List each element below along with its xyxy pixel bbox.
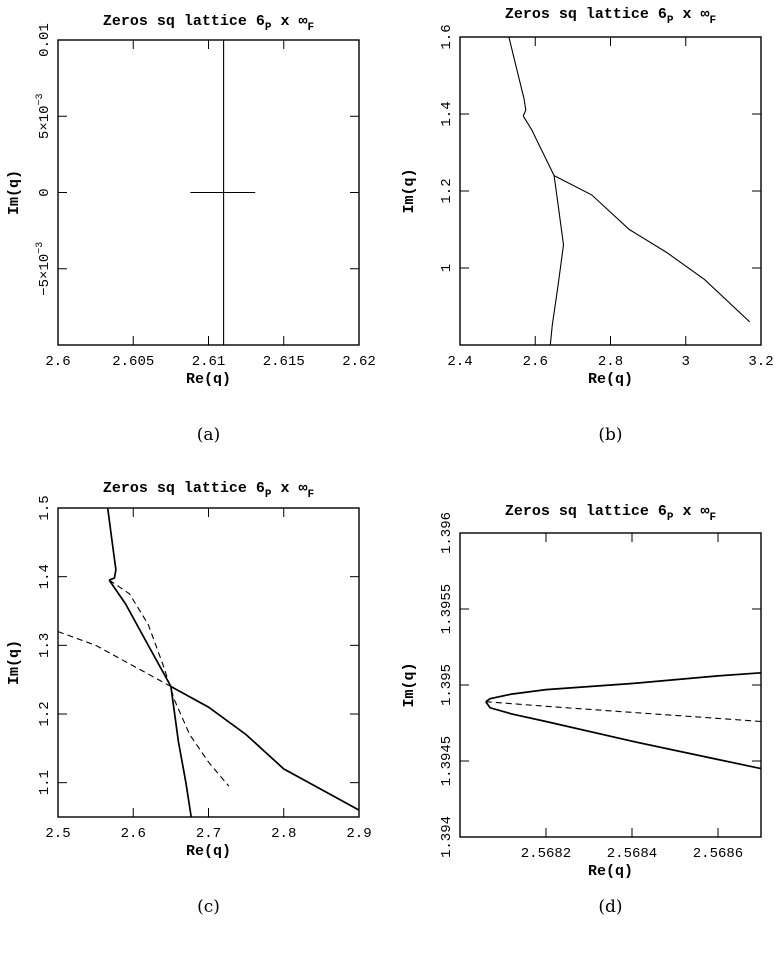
panel-d: Zeros sq lattice 6P x ∞F 2.5682 2.5684 2.56… (401, 503, 762, 917)
series-group (485, 671, 761, 770)
panel-caption: (c) (197, 897, 220, 917)
x-tick-label: 2.9 (346, 826, 371, 842)
panel-title: Zeros sq lattice 6P x ∞F (505, 6, 716, 27)
y-tick-label: 1.3 (37, 633, 53, 658)
x-axis-label: Re(q) (588, 371, 633, 388)
x-tick-label: 2.6 (45, 354, 70, 370)
x-tick-label: 3.2 (748, 354, 773, 370)
panel-caption: (a) (197, 425, 220, 445)
y-axis-label: Im(q) (401, 168, 418, 213)
zero-curve-solid (106, 508, 117, 581)
zero-curve-solid (549, 175, 565, 345)
y-tick-label: 1.394 (439, 816, 455, 858)
x-tick-label: 2.62 (342, 354, 376, 370)
y-axis-label: Im(q) (6, 170, 23, 215)
y-tick-label: 1 (439, 264, 455, 272)
y-tick-label: 1.2 (439, 178, 455, 203)
x-tick-label: 2.7 (196, 826, 221, 842)
y-tick-label: 1.4 (439, 101, 455, 126)
x-tick-label: 2.61 (192, 354, 226, 370)
panel-caption: (d) (598, 897, 622, 917)
y-axis-label: Im(q) (401, 662, 418, 707)
y-tick-label: 1.5 (37, 495, 53, 520)
zero-curve-solid (522, 115, 555, 176)
y-axis-label: Im(q) (6, 640, 23, 685)
zero-curve-dashed (58, 631, 172, 687)
series-group (58, 508, 359, 817)
panel-title: Zeros sq lattice 6P x ∞F (505, 503, 716, 524)
x-tick-label: 2.5682 (521, 846, 571, 862)
x-tick-label: 2.6 (121, 826, 146, 842)
x-tick-label: 2.8 (271, 826, 296, 842)
plot-frame (57, 507, 360, 818)
zero-curve-solid (485, 671, 761, 703)
series-group (508, 37, 751, 345)
x-axis-label: Re(q) (186, 371, 231, 388)
y-tick-label: −5×10−3 (35, 242, 53, 296)
x-tick-label: 2.5686 (693, 846, 743, 862)
panel-caption: (b) (598, 425, 622, 445)
y-tick-label: 1.4 (37, 564, 53, 589)
x-tick-label: 2.605 (112, 354, 154, 370)
series-group (190, 40, 256, 345)
y-tick-label: 1.395 (439, 664, 455, 706)
y-tick-label: 0.01 (37, 23, 53, 57)
panel-title: Zeros sq lattice 6P x ∞F (103, 13, 314, 34)
x-tick-label: 2.615 (263, 354, 305, 370)
x-tick-label: 3 (682, 354, 690, 370)
y-tick-label: 1.1 (37, 770, 53, 795)
panel-a: Zeros sq lattice 6P x ∞F 2.6 2.605 2.61 2.61… (6, 13, 376, 445)
zero-curve-solid (508, 37, 527, 117)
x-tick-label: 2.4 (447, 354, 472, 370)
y-tick-label: 0 (37, 188, 53, 196)
panel-title: Zeros sq lattice 6P x ∞F (103, 480, 314, 501)
panel-b: Zeros sq lattice 6P x ∞F 2.4 2.6 2.8 3 3.2 1 1.… (401, 6, 774, 445)
zero-curve-solid (170, 685, 359, 811)
plot-frame (459, 36, 762, 346)
y-tick-label: 5×10−3 (35, 93, 53, 139)
y-tick-label: 1.396 (439, 512, 455, 554)
x-tick-label: 2.8 (598, 354, 623, 370)
x-tick-label: 2.5684 (607, 846, 657, 862)
x-tick-label: 2.6 (523, 354, 548, 370)
x-axis-label: Re(q) (588, 863, 633, 880)
y-tick-label: 1.2 (37, 701, 53, 726)
zero-curve-solid (108, 579, 172, 687)
zero-curve-solid (553, 175, 751, 323)
zero-curve-dashed (485, 701, 761, 723)
zero-curve-dashed (108, 579, 230, 787)
panel-c: Zeros sq lattice 6P x ∞F 2.5 2.6 2.7 2.8 2.9 1… (6, 480, 372, 917)
y-tick-label: 1.6 (439, 24, 455, 49)
y-tick-label: 1.3945 (439, 736, 455, 786)
y-tick-label: 1.3955 (439, 584, 455, 634)
zero-curve-solid (485, 701, 761, 770)
x-axis-label: Re(q) (186, 843, 231, 860)
zero-curve-solid (170, 686, 193, 817)
x-tick-label: 2.5 (45, 826, 70, 842)
